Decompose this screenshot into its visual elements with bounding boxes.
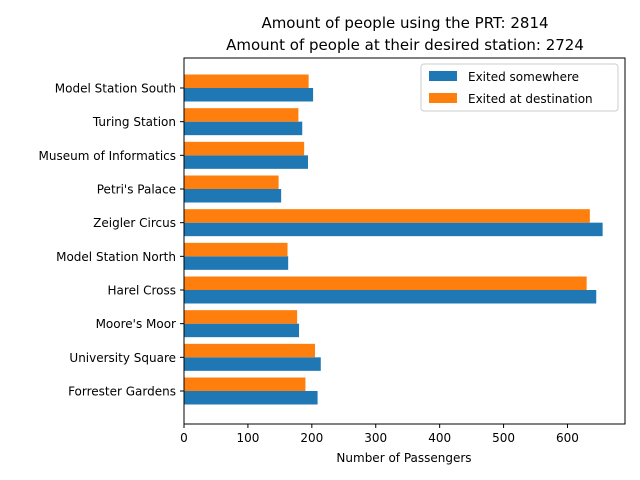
x-tick-label-0: 0: [180, 431, 188, 445]
bar-exited-at-destination-petri-s-palace: [184, 175, 279, 189]
bar-exited-at-destination-zeigler-circus: [184, 209, 590, 223]
y-tick-label-university-square: University Square: [69, 351, 176, 365]
bar-exited-somewhere-zeigler-circus: [184, 222, 603, 237]
bar-exited-at-destination-model-station-north: [184, 242, 288, 257]
bar-exited-at-destination-harel-cross: [184, 276, 587, 290]
y-tick-label-harel-cross: Harel Cross: [108, 284, 176, 298]
x-tick-label-200: 200: [300, 431, 323, 445]
legend: Exited somewhere Exited at destination: [420, 63, 619, 112]
bar-exited-somewhere-forrester-gardens: [184, 391, 318, 405]
bar-exited-somewhere-model-station-north: [184, 256, 289, 270]
legend-label-exited-somewhere: Exited somewhere: [468, 70, 579, 84]
y-tick-label-moore-s-moor: Moore's Moor: [96, 317, 176, 331]
y-tick-label-model-station-south: Model Station South: [55, 82, 176, 96]
bar-exited-somewhere-model-station-south: [184, 88, 314, 102]
y-tick-label-museum-of-informatics: Museum of Informatics: [39, 149, 176, 163]
x-tick-label-400: 400: [428, 431, 451, 445]
legend-label-exited-at-destination: Exited at destination: [468, 92, 593, 106]
x-tick-label-500: 500: [492, 431, 515, 445]
x-tick-label-300: 300: [364, 431, 387, 445]
bar-exited-at-destination-model-station-south: [184, 74, 309, 88]
bars-layer: [184, 74, 603, 405]
bar-exited-somewhere-harel-cross: [184, 290, 597, 304]
y-tick-label-zeigler-circus: Zeigler Circus: [93, 216, 176, 230]
chart-title-line-2: Amount of people at their desired statio…: [226, 36, 584, 54]
bar-exited-at-destination-moore-s-moor: [184, 310, 298, 324]
x-axis-label: Number of Passengers: [336, 451, 471, 465]
bar-exited-somewhere-moore-s-moor: [184, 323, 300, 338]
bar-exited-somewhere-turing-station: [184, 121, 303, 136]
bar-exited-somewhere-museum-of-informatics: [184, 155, 308, 169]
y-tick-label-forrester-gardens: Forrester Gardens: [68, 385, 176, 399]
legend-swatch-exited-at-destination: [429, 93, 457, 103]
x-tick-label-600: 600: [556, 431, 579, 445]
chart-title-line-1: Amount of people using the PRT: 2814: [261, 14, 548, 32]
bar-exited-at-destination-museum-of-informatics: [184, 141, 305, 156]
bar-exited-at-destination-forrester-gardens: [184, 377, 306, 391]
y-tick-label-petri-s-palace: Petri's Palace: [97, 183, 176, 197]
legend-swatch-exited-somewhere: [429, 71, 457, 81]
bar-exited-somewhere-petri-s-palace: [184, 189, 282, 203]
bar-exited-at-destination-university-square: [184, 343, 316, 358]
y-tick-label-turing-station: Turing Station: [92, 115, 176, 129]
plot-frame: [183, 57, 626, 425]
x-axis: 0 100 200 300 400 500 600: [180, 424, 579, 445]
bar-exited-somewhere-university-square: [184, 357, 321, 371]
x-tick-label-100: 100: [236, 431, 259, 445]
legend-frame: [420, 63, 619, 112]
y-axis: Forrester Gardens University Square Moore'…: [39, 82, 184, 399]
y-tick-label-model-station-north: Model Station North: [56, 250, 176, 264]
bar-exited-at-destination-turing-station: [184, 108, 299, 122]
